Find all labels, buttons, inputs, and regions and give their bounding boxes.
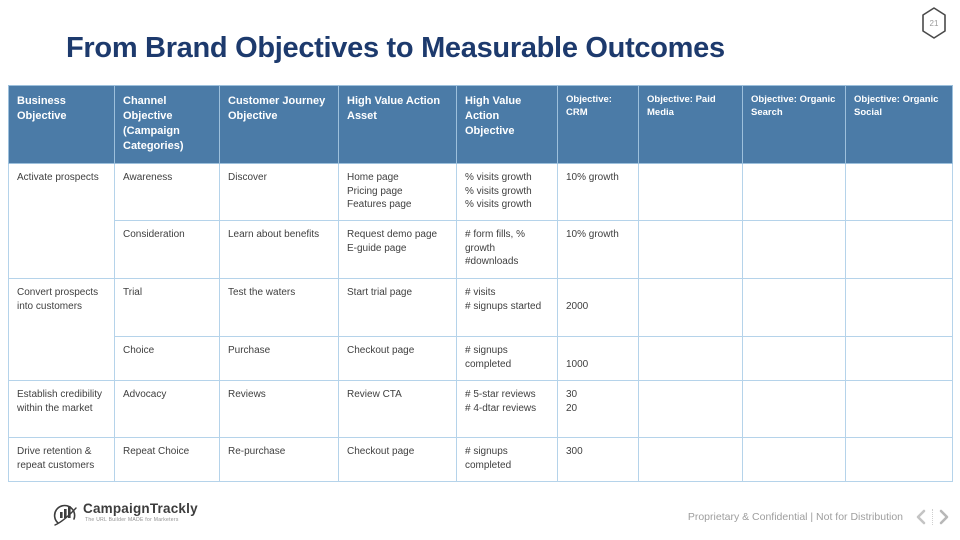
action-objective-cell: # signups completed [456,336,558,381]
organic-social-cell [845,437,953,482]
column-header: High Value Action Objective [456,85,558,164]
paid-media-cell [638,220,743,279]
paid-media-cell [638,163,743,221]
journey-objective-cell: Discover [219,163,339,221]
action-asset-cell: Checkout page [338,437,457,482]
brand-logo: CampaignTrackly The URL Builder MADE for… [52,501,198,528]
action-asset-cell: Home page Pricing page Features page [338,163,457,221]
table-row: Establish credibility within the market A… [8,380,953,438]
header-row: Business Objective Channel Objective (Cam… [8,85,953,164]
table-header: Business Objective Channel Objective (Cam… [8,85,953,164]
brand-name: CampaignTrackly [83,501,198,516]
table-body: Activate prospects Awareness Discover Home … [8,163,953,482]
business-objective-cell: Activate prospects [8,163,115,279]
channel-objective-cell: Trial [114,278,220,337]
paid-media-cell [638,437,743,482]
table-row: Convert prospects into customers Trial Tes… [8,278,953,381]
journey-objective-cell: Test the waters [219,278,339,337]
journey-objective-cell: Reviews [219,380,339,438]
prev-slide-icon[interactable] [915,509,927,525]
column-header: Business Objective [8,85,115,164]
channel-objective-cell: Choice [114,336,220,381]
organic-search-cell [742,278,846,337]
footer-right: Proprietary & Confidential | Not for Dis… [688,509,950,525]
organic-social-cell [845,380,953,438]
journey-objective-cell: Purchase [219,336,339,381]
table-row: Activate prospects Awareness Discover Home … [8,163,953,279]
action-objective-cell: # 5-star reviews # 4-dtar reviews [456,380,558,438]
column-header: Objective: Organic Search [742,85,846,164]
column-header: High Value Action Asset [338,85,457,164]
paid-media-cell [638,380,743,438]
column-header: Customer Journey Objective [219,85,339,164]
confidentiality-note: Proprietary & Confidential | Not for Dis… [687,511,903,523]
action-asset-cell: Checkout page [338,336,457,381]
journey-objective-cell: Re-purchase [219,437,339,482]
channel-objective-cell: Repeat Choice [114,437,220,482]
organic-social-cell [845,278,953,337]
slide-number-badge: 21 [920,6,948,40]
slide-nav [915,509,950,525]
table-row: Consideration Learn about benefits Request… [9,220,953,279]
action-asset-cell: Review CTA [338,380,457,438]
action-asset-cell: Start trial page [338,278,457,337]
action-objective-cell: # visits # signups started [456,278,558,337]
journey-objective-cell: Learn about benefits [219,220,339,279]
column-header: Channel Objective (Campaign Categories) [114,85,220,164]
organic-social-cell [845,220,953,279]
organic-search-cell [742,437,846,482]
action-objective-cell: % visits growth % visits growth % visits… [456,163,558,221]
channel-objective-cell: Advocacy [114,380,220,438]
channel-objective-cell: Consideration [114,220,220,279]
action-asset-cell: Request demo page E-guide page [338,220,457,279]
organic-search-cell [742,336,846,381]
crm-cell: 10% growth [557,163,639,221]
brand-logo-icon [53,504,77,526]
objectives-table: Business Objective Channel Objective (Cam… [8,85,953,482]
crm-cell: 30 20 [557,380,639,438]
next-slide-icon[interactable] [938,509,950,525]
crm-cell: 10% growth [557,220,639,279]
business-objective-cell: Drive retention & repeat customers [8,437,115,482]
page-title: From Brand Objectives to Measurable Outc… [66,32,725,64]
brand-tagline: The URL Builder MADE for Marketers [85,517,179,523]
nav-divider [932,509,933,525]
organic-search-cell [742,380,846,438]
paid-media-cell [638,336,743,381]
crm-cell: 300 [557,437,639,482]
paid-media-cell [638,278,743,337]
channel-objective-cell: Awareness [114,163,220,221]
action-objective-cell: # signups completed [456,437,558,482]
business-objective-cell: Establish credibility within the market [8,380,115,438]
slide-number: 21 [929,18,939,28]
column-header: Objective: CRM [557,85,639,164]
organic-search-cell [742,220,846,279]
table-row: Choice Purchase Checkout page # signups com… [9,336,953,381]
action-objective-cell: # form fills, % growth #downloads [456,220,558,279]
table-row: Drive retention & repeat customers Repeat… [8,437,953,482]
column-header: Objective: Paid Media [638,85,743,164]
organic-social-cell [845,336,953,381]
crm-cell: 1000 [557,336,639,381]
business-objective-cell: Convert prospects into customers [8,278,115,381]
organic-social-cell [845,163,953,221]
hexagon-icon [922,7,946,39]
crm-cell: 2000 [557,278,639,337]
column-header: Objective: Organic Social [845,85,953,164]
organic-search-cell [742,163,846,221]
